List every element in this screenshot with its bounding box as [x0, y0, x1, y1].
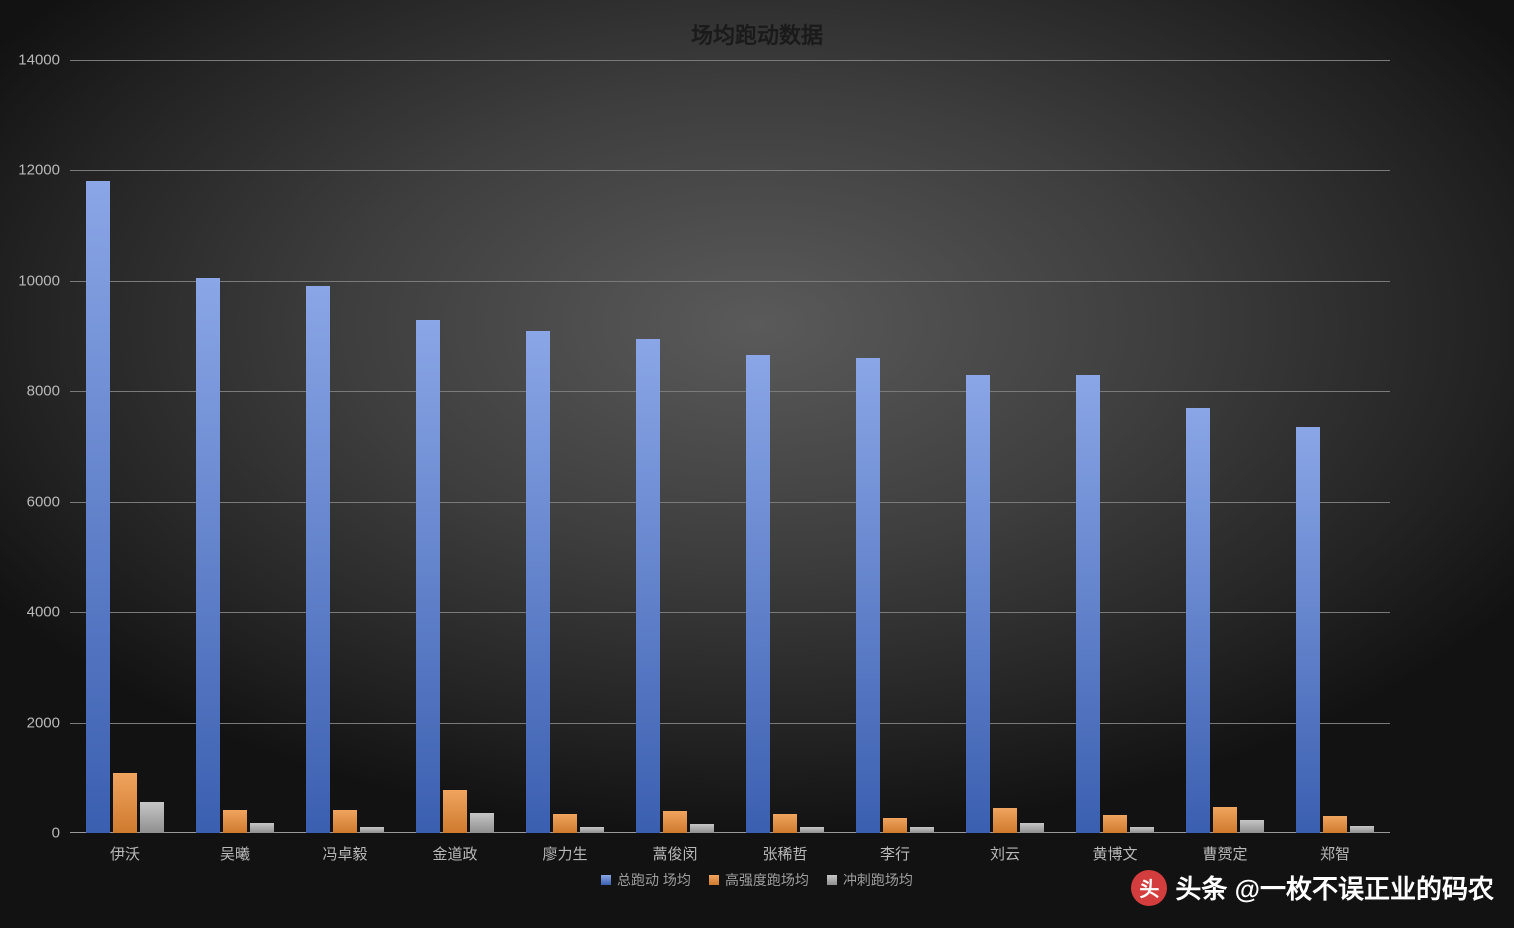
x-tick-label: 李行 [880, 833, 910, 864]
bar-high_intensity [1323, 816, 1347, 833]
bar-high_intensity [883, 818, 907, 833]
legend-label: 总跑动 场均 [617, 870, 691, 890]
bar-high_intensity [553, 814, 577, 833]
x-tick-label: 张稀哲 [762, 833, 807, 864]
bar-sprint [690, 824, 714, 833]
bar-total [1076, 375, 1100, 833]
legend-item-total: 总跑动 场均 [601, 870, 691, 890]
watermark-prefix: 头条 [1175, 874, 1227, 904]
y-tick-label: 10000 [18, 272, 70, 289]
legend-swatch-icon [709, 875, 719, 885]
y-tick-label: 8000 [27, 383, 70, 400]
bar-sprint [470, 813, 494, 833]
x-tick-label: 廖力生 [542, 833, 587, 864]
legend-item-sprint: 冲刺跑场均 [827, 870, 913, 890]
y-tick-label: 2000 [27, 714, 70, 731]
x-tick-label: 伊沃 [110, 833, 140, 864]
y-tick-label: 12000 [18, 162, 70, 179]
x-tick-label: 黄博文 [1092, 833, 1137, 864]
x-tick-label: 吴曦 [220, 833, 250, 864]
bar-high_intensity [223, 810, 247, 833]
chart-title: 场均跑动数据 [0, 18, 1514, 50]
watermark-logo-glyph: 头 [1139, 873, 1159, 902]
bar-total [636, 339, 660, 833]
bar-sprint [1020, 823, 1044, 833]
bar-high_intensity [663, 811, 687, 833]
x-tick-label: 冯卓毅 [322, 833, 367, 864]
watermark: 头 头条 @一枚不误正业的码农 [1131, 869, 1494, 906]
bar-total [746, 355, 770, 833]
gridline [70, 281, 1390, 282]
bar-total [86, 181, 110, 833]
bar-total [1186, 408, 1210, 833]
bar-total [966, 375, 990, 833]
plot-area: 02000400060008000100001200014000伊沃吴曦冯卓毅金… [70, 60, 1390, 833]
x-tick-label: 蒿俊闵 [652, 833, 697, 864]
x-tick-label: 曹赟定 [1202, 833, 1247, 864]
gridline [70, 60, 1390, 61]
y-tick-label: 14000 [18, 52, 70, 69]
legend-swatch-icon [601, 875, 611, 885]
watermark-logo-icon: 头 [1131, 870, 1167, 906]
gridline [70, 391, 1390, 392]
bar-high_intensity [443, 790, 467, 833]
legend-label: 冲刺跑场均 [843, 870, 913, 890]
bar-total [856, 358, 880, 833]
y-tick-label: 6000 [27, 493, 70, 510]
bar-sprint [250, 823, 274, 833]
gridline [70, 170, 1390, 171]
bar-sprint [1240, 820, 1264, 833]
bar-high_intensity [993, 808, 1017, 833]
watermark-text: 头条 @一枚不误正业的码农 [1175, 869, 1494, 906]
y-tick-label: 0 [52, 825, 70, 842]
x-tick-label: 金道政 [432, 833, 477, 864]
bar-sprint [140, 802, 164, 833]
legend-label: 高强度跑场均 [725, 870, 809, 890]
bar-total [196, 278, 220, 833]
watermark-handle: @一枚不误正业的码农 [1235, 874, 1494, 904]
legend-swatch-icon [827, 875, 837, 885]
bar-total [526, 331, 550, 833]
legend-item-high_intensity: 高强度跑场均 [709, 870, 809, 890]
bar-sprint [1350, 826, 1374, 833]
bar-high_intensity [773, 814, 797, 833]
y-tick-label: 4000 [27, 604, 70, 621]
bar-high_intensity [1103, 815, 1127, 833]
bar-high_intensity [1213, 807, 1237, 833]
bar-total [1296, 427, 1320, 833]
bar-total [416, 320, 440, 833]
x-tick-label: 郑智 [1320, 833, 1350, 864]
bar-high_intensity [333, 810, 357, 833]
bar-high_intensity [113, 773, 137, 833]
x-tick-label: 刘云 [990, 833, 1020, 864]
bar-sprint [910, 827, 934, 833]
bar-total [306, 286, 330, 833]
